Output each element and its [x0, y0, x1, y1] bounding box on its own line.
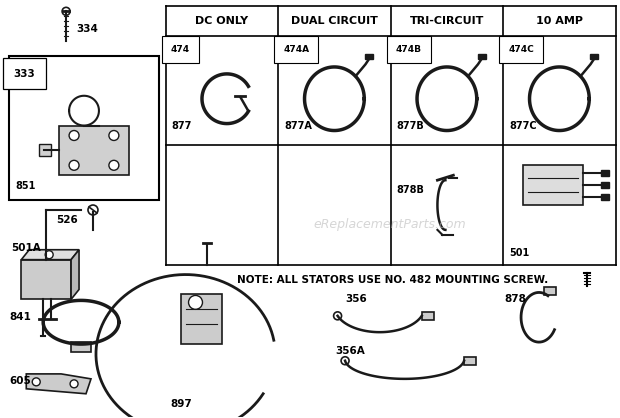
Text: 878B: 878B	[397, 185, 425, 195]
Text: 333: 333	[14, 69, 35, 79]
Bar	[365, 54, 373, 59]
Bar	[601, 182, 609, 188]
Circle shape	[69, 130, 79, 140]
Bar	[464, 357, 476, 364]
Circle shape	[69, 161, 79, 170]
Text: 474: 474	[170, 45, 190, 54]
Bar	[39, 145, 51, 156]
Text: 474C: 474C	[508, 45, 534, 54]
Circle shape	[109, 130, 119, 140]
Text: NOTE: ALL STATORS USE NO. 482 MOUNTING SCREW.: NOTE: ALL STATORS USE NO. 482 MOUNTING S…	[237, 275, 548, 285]
Text: 474B: 474B	[396, 45, 422, 54]
Bar	[523, 165, 583, 205]
Circle shape	[188, 296, 203, 309]
Bar	[478, 54, 486, 59]
Circle shape	[32, 378, 40, 386]
Bar	[544, 288, 556, 296]
Circle shape	[341, 357, 349, 364]
Text: 10 AMP: 10 AMP	[536, 16, 583, 26]
Text: 334: 334	[76, 24, 98, 34]
Text: 877B: 877B	[397, 120, 424, 130]
Circle shape	[109, 161, 119, 170]
Text: DUAL CIRCUIT: DUAL CIRCUIT	[291, 16, 378, 26]
Bar	[59, 125, 129, 175]
Bar	[601, 170, 609, 176]
Text: 841: 841	[9, 312, 31, 322]
Bar	[590, 54, 598, 59]
Circle shape	[334, 312, 342, 320]
Text: 897: 897	[170, 399, 192, 409]
Text: 851: 851	[16, 181, 36, 191]
Polygon shape	[21, 260, 71, 299]
Circle shape	[62, 8, 70, 15]
Bar	[601, 194, 609, 200]
Text: 526: 526	[56, 215, 78, 225]
Bar	[71, 342, 91, 352]
Polygon shape	[21, 250, 79, 260]
Bar	[9, 56, 159, 200]
Circle shape	[88, 205, 98, 215]
Text: 356: 356	[345, 294, 366, 304]
Text: 877: 877	[172, 120, 192, 130]
Bar	[422, 312, 434, 320]
Text: 877C: 877C	[509, 120, 537, 130]
Polygon shape	[71, 250, 79, 299]
Polygon shape	[26, 374, 91, 394]
Circle shape	[45, 251, 53, 259]
Text: 474A: 474A	[283, 45, 309, 54]
Text: 878: 878	[504, 294, 526, 304]
Text: 356A: 356A	[335, 346, 365, 356]
Text: DC ONLY: DC ONLY	[195, 16, 249, 26]
Text: eReplacementParts.com: eReplacementParts.com	[313, 218, 466, 232]
Text: 877A: 877A	[284, 120, 312, 130]
Circle shape	[70, 380, 78, 388]
Bar	[180, 294, 223, 344]
Text: TRI-CIRCUIT: TRI-CIRCUIT	[410, 16, 484, 26]
Text: 501: 501	[509, 248, 529, 258]
Text: 605: 605	[9, 376, 31, 386]
Text: 501A: 501A	[11, 243, 41, 253]
